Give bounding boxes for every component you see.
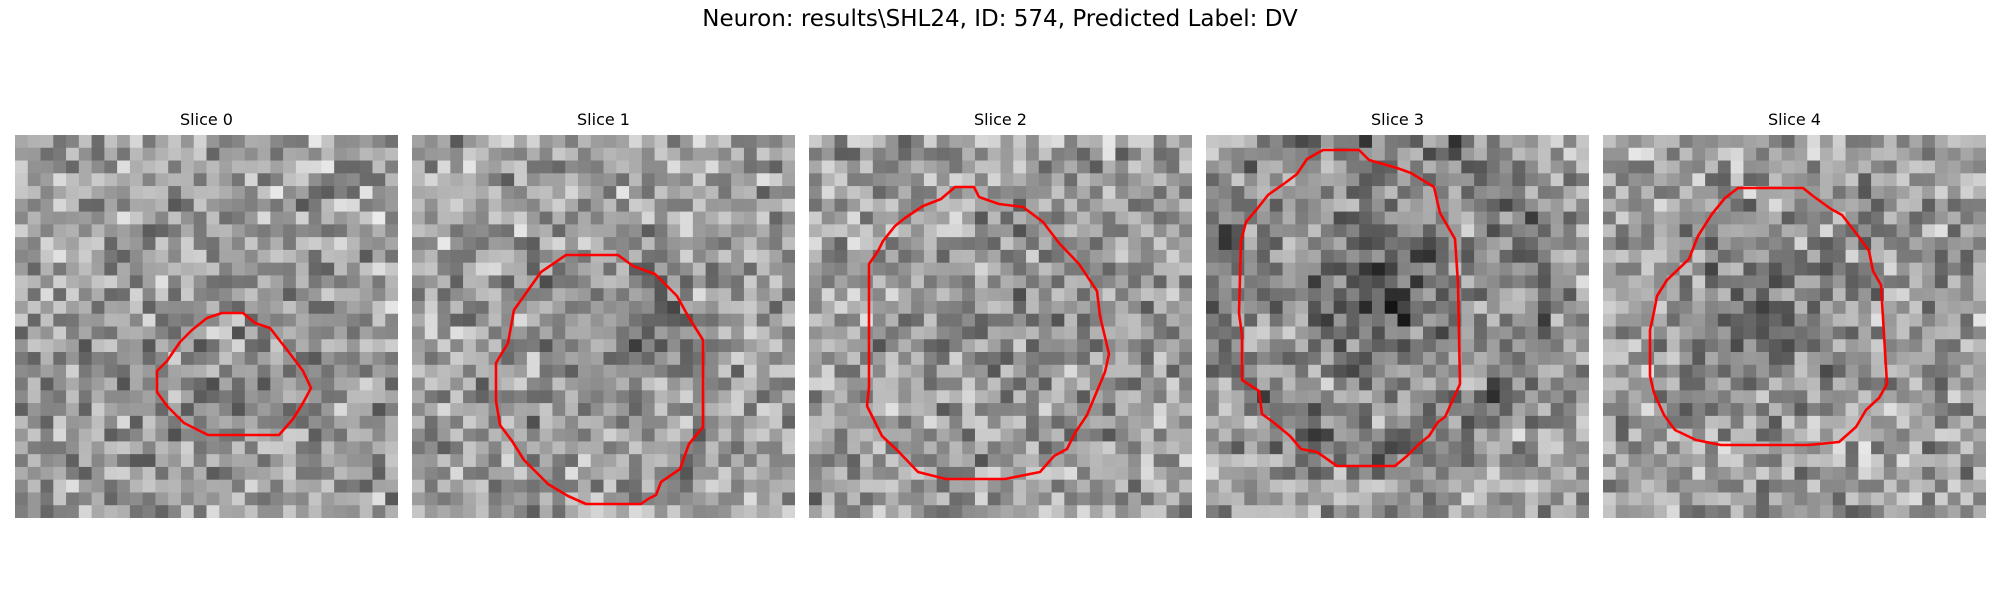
contour-3 (1237, 148, 1462, 468)
slice-title-4: Slice 4 (1768, 110, 1821, 129)
contour-1 (494, 253, 705, 506)
contour-0 (155, 311, 313, 437)
slice-panel-4: Slice 4 (1603, 108, 1986, 518)
slice-image-1 (412, 135, 795, 518)
slice-image-2 (809, 135, 1192, 518)
slice-panel-1: Slice 1 (412, 108, 795, 518)
slice-title-3: Slice 3 (1371, 110, 1424, 129)
slice-image-4 (1603, 135, 1986, 518)
slice-panel-2: Slice 2 (809, 108, 1192, 518)
contour-4 (1648, 186, 1889, 447)
slice-image-3 (1206, 135, 1589, 518)
slice-title-0: Slice 0 (180, 110, 233, 129)
slice-image-0 (15, 135, 398, 518)
figure-title: Neuron: results\SHL24, ID: 574, Predicte… (702, 6, 1298, 32)
contour-2 (865, 185, 1111, 481)
slice-panel-0: Slice 0 (15, 108, 398, 518)
slice-title-2: Slice 2 (974, 110, 1027, 129)
slice-title-1: Slice 1 (577, 110, 630, 129)
slice-panel-3: Slice 3 (1206, 108, 1589, 518)
